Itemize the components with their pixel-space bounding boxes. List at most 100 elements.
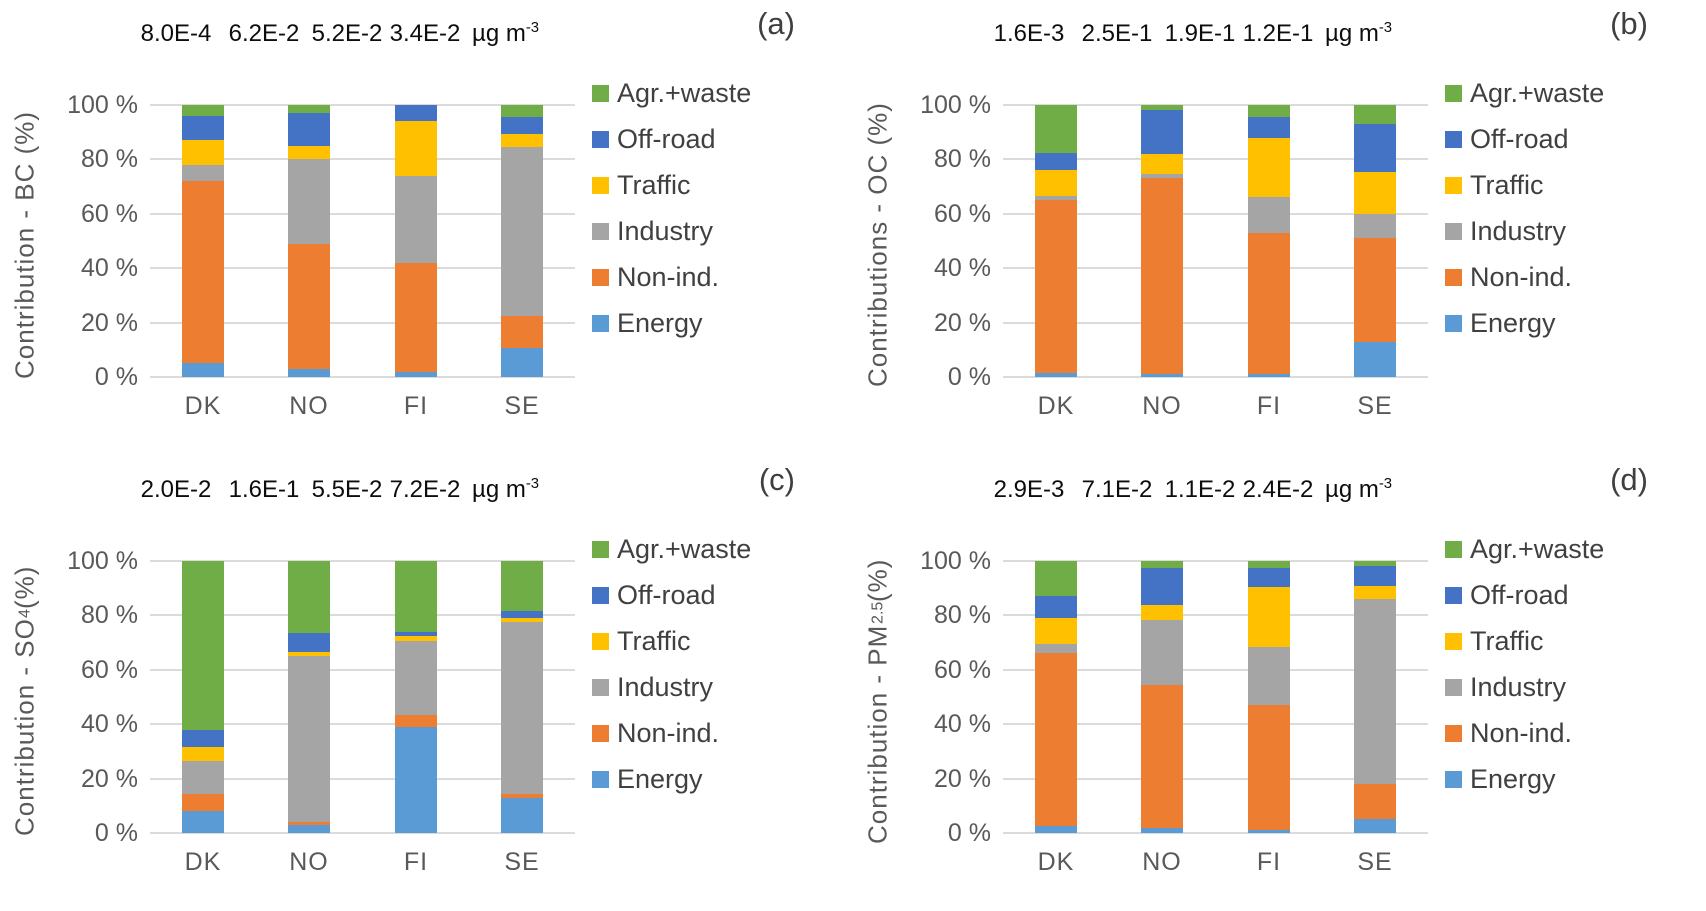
legend-item-off-road: Off-road [592, 582, 751, 609]
non-ind-swatch-icon [1445, 269, 1462, 286]
bar-segment-agr-waste [1141, 105, 1183, 111]
legend-item-traffic: Traffic [592, 628, 751, 655]
y-tick-label: 0 % [94, 819, 138, 847]
bar-segment-non-ind [1141, 178, 1183, 375]
bar-concentration-value: 2.9E-3 [993, 476, 1065, 503]
legend-item-agr-waste: Agr.+waste [1445, 536, 1604, 563]
legend-item-energy: Energy [1445, 766, 1604, 793]
bar-segment-agr-waste [288, 105, 330, 114]
y-tick-label: 20 % [934, 308, 991, 337]
bar-concentration-value: 5.2E-2 [311, 20, 383, 47]
x-category-label: NO [289, 392, 329, 420]
bar-segment-industry [288, 159, 330, 244]
y-tick-label: 60 % [81, 655, 138, 684]
y-tick-label: 100 % [920, 547, 991, 575]
bar-concentration-value: 2.0E-2 [140, 476, 212, 503]
bar-segment-off-road [1035, 596, 1077, 619]
legend-item-label: Industry [1470, 672, 1567, 702]
legend-item-agr-waste: Agr.+waste [592, 536, 751, 563]
bar-segment-industry [395, 641, 437, 715]
bar-segment-energy [1141, 827, 1183, 833]
x-category-label: SE [1357, 848, 1393, 876]
bar-segment-non-ind [182, 181, 224, 364]
bar-concentration-value: 1.9E-1 [1164, 20, 1236, 47]
legend-item-label: Industry [617, 216, 714, 246]
x-category-label: DK [184, 392, 222, 420]
bar-concentration-value: 1.6E-3 [993, 20, 1065, 47]
y-tick-label: 0 % [94, 363, 138, 391]
plot-area [1003, 104, 1428, 378]
legend-item-label: Off-road [617, 124, 716, 154]
bar-segment-traffic [182, 140, 224, 165]
bar-segment-energy [1354, 341, 1396, 377]
x-category-label: NO [1142, 848, 1182, 876]
gridline [1003, 212, 1428, 215]
bar-segment-energy [288, 368, 330, 377]
legend-item-label: Agr.+waste [1470, 78, 1605, 108]
bar-segment-traffic [1035, 170, 1077, 197]
stacked-bar-no [288, 105, 330, 377]
y-tick-label: 60 % [81, 199, 138, 228]
y-tick-label: 80 % [934, 601, 991, 630]
panel-tag-d: (d) [1610, 462, 1648, 497]
bar-segment-traffic [1248, 137, 1290, 198]
bar-segment-energy [1035, 826, 1077, 833]
bar-segment-agr-waste [182, 561, 224, 730]
legend-item-energy: Energy [1445, 310, 1604, 337]
bar-segment-energy [288, 824, 330, 833]
bar-segment-energy [1354, 819, 1396, 833]
x-category-label: FI [403, 848, 429, 876]
bar-segment-off-road [395, 631, 437, 636]
gridline [150, 832, 575, 834]
bar-segment-non-ind [288, 243, 330, 369]
bar-segment-non-ind [1248, 705, 1290, 831]
x-category-label: FI [1256, 848, 1282, 876]
legend-item-traffic: Traffic [1445, 172, 1604, 199]
bar-segment-industry [1354, 599, 1396, 785]
panel-b: 1.6E-3 2.5E-1 1.9E-1 1.2E-1 µg m-3 (b) Contrib… [853, 0, 1706, 455]
bar-segment-industry [1141, 619, 1183, 685]
bar-concentration-value: 8.0E-4 [140, 20, 212, 47]
bar-segment-industry [1248, 646, 1290, 706]
panel-d: 2.9E-3 7.1E-2 1.1E-2 2.4E-2 µg m-3 (d) Contrib… [853, 456, 1706, 911]
y-tick-label: 60 % [934, 655, 991, 684]
unit-label: µg m-3 [472, 476, 540, 503]
legend-item-traffic: Traffic [1445, 628, 1604, 655]
bar-segment-traffic [395, 121, 437, 176]
legend-item-label: Traffic [617, 170, 691, 200]
energy-swatch-icon [1445, 771, 1462, 788]
legend-item-label: Agr.+waste [617, 78, 752, 108]
bar-segment-non-ind [1141, 684, 1183, 828]
gridline [1003, 376, 1428, 378]
bar-concentration-value: 1.1E-2 [1164, 476, 1236, 503]
traffic-swatch-icon [1445, 177, 1462, 194]
bar-segment-off-road [1141, 567, 1183, 605]
bar-segment-off-road [501, 117, 543, 134]
legend-item-industry: Industry [1445, 218, 1604, 245]
bar-segment-agr-waste [395, 561, 437, 632]
bar-concentration-value: 7.2E-2 [389, 476, 461, 503]
y-tick-label: 40 % [934, 710, 991, 739]
bar-segment-energy [182, 363, 224, 377]
gridline [1003, 158, 1428, 161]
industry-swatch-icon [592, 679, 609, 696]
off-road-swatch-icon [592, 587, 609, 604]
x-category-label: SE [1357, 392, 1393, 420]
gridline [150, 376, 575, 378]
legend: Agr.+waste Off-road Traffic Industry Non-ind… [592, 80, 751, 337]
bar-segment-agr-waste [182, 105, 224, 116]
x-category-label: NO [289, 848, 329, 876]
stacked-bar-dk [1035, 561, 1077, 833]
x-category-label: DK [184, 848, 222, 876]
bar-segment-energy [395, 726, 437, 833]
bar-segment-agr-waste [1141, 561, 1183, 568]
bar-segment-agr-waste [1035, 105, 1077, 153]
legend-item-off-road: Off-road [1445, 126, 1604, 153]
panel-tag-a: (a) [757, 6, 795, 41]
bar-segment-energy [1141, 374, 1183, 377]
stacked-bar-se [501, 105, 543, 377]
gridline [150, 614, 575, 617]
bar-segment-industry [1354, 213, 1396, 239]
bar-segment-industry [1035, 643, 1077, 654]
